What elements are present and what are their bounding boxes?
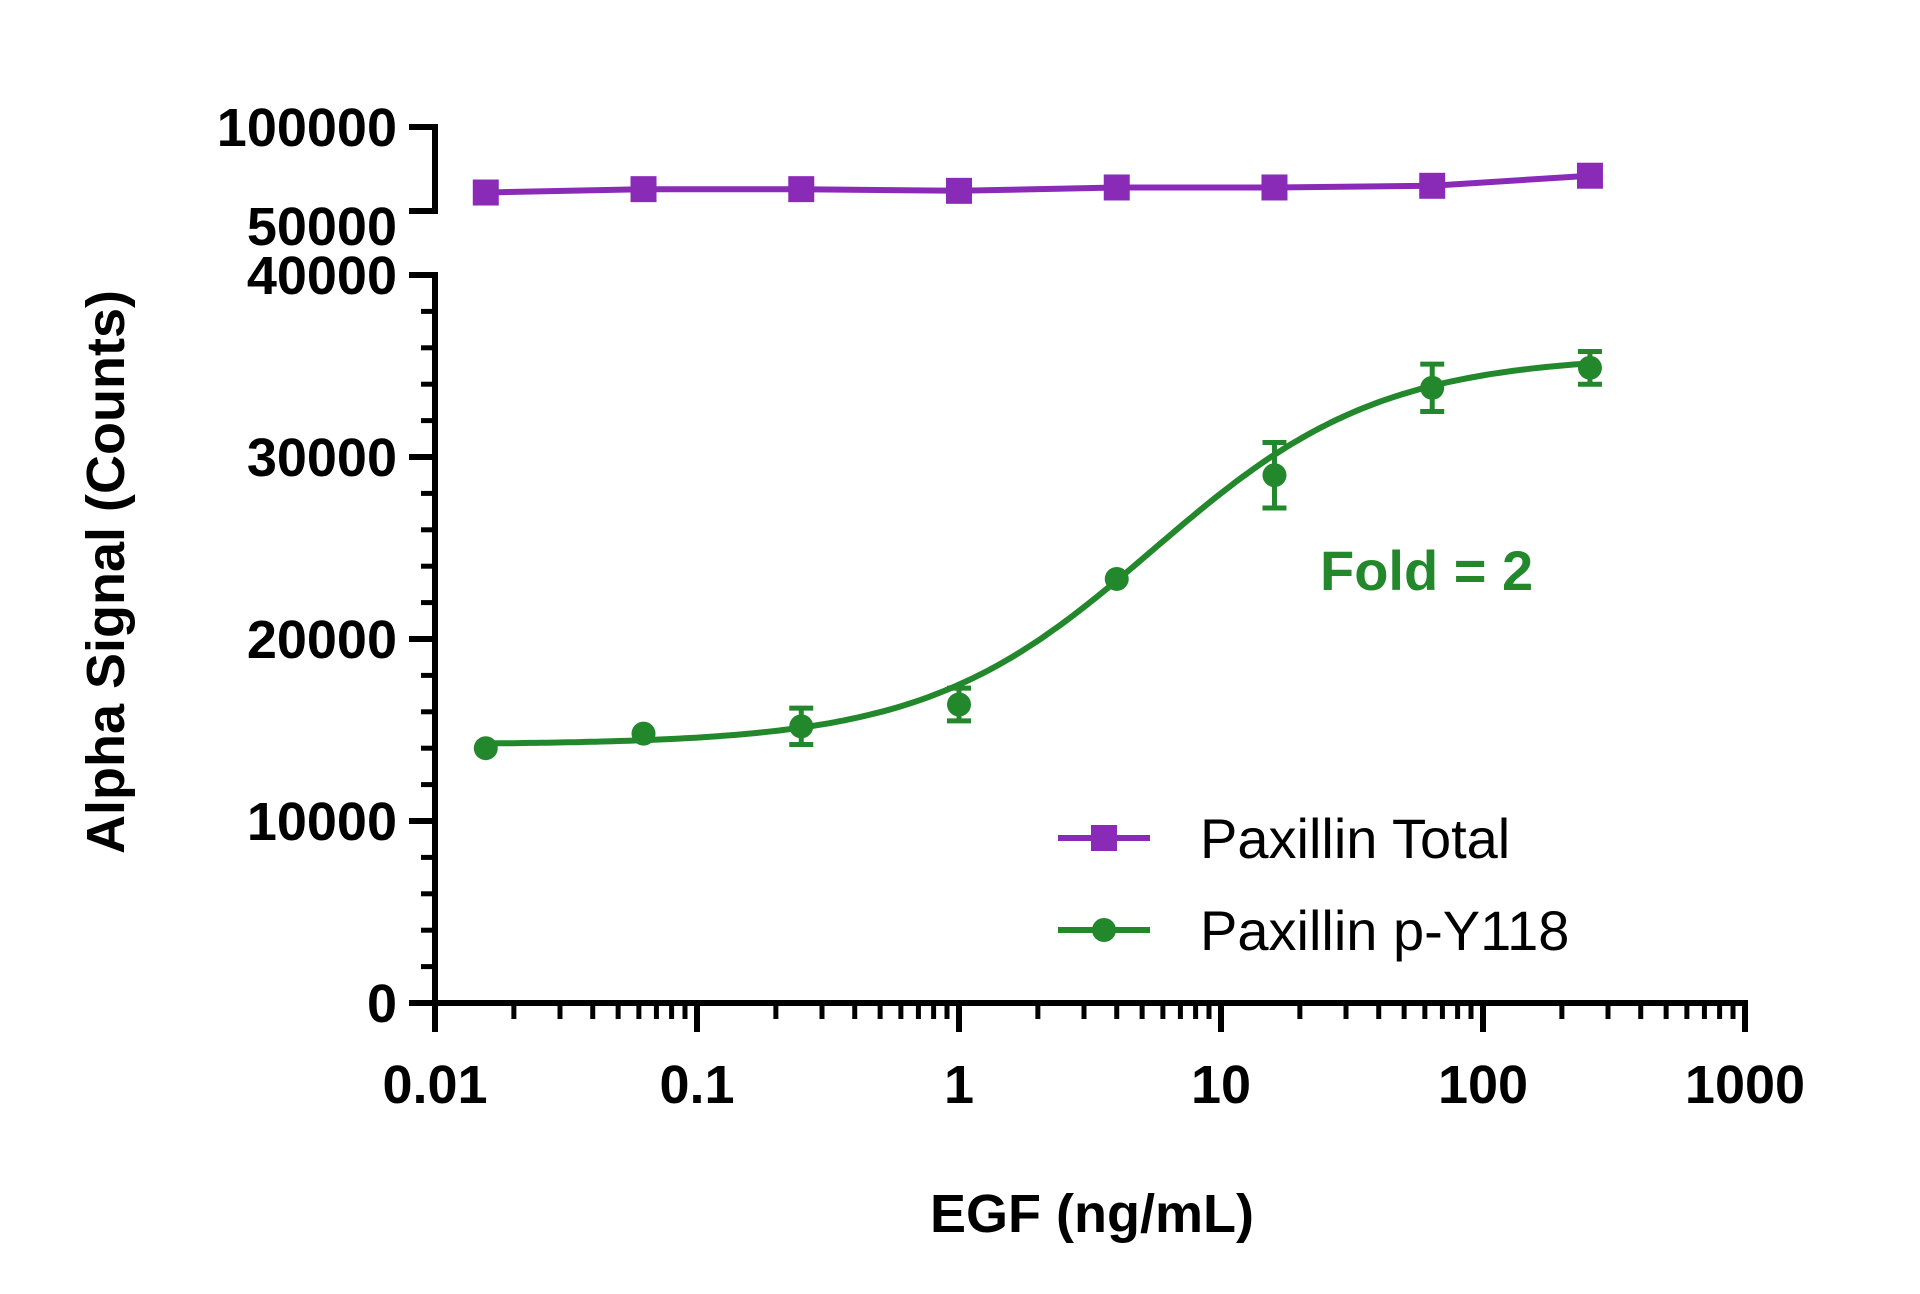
axes: [409, 124, 1748, 1032]
series-paxillin-p-y118: [473, 348, 1602, 761]
y-axis-title: Alpha Signal (Counts): [76, 290, 136, 854]
fold-annotation: Fold = 2: [1320, 539, 1533, 602]
legend-label: Paxillin p-Y118: [1200, 899, 1569, 962]
data-point: [1103, 174, 1130, 201]
series-line: [485, 172, 1591, 196]
y-tick-label: 30000: [247, 428, 397, 488]
y-tick-label: 100000: [217, 98, 397, 158]
data-point: [473, 736, 498, 761]
x-tick-label: 10: [1191, 1055, 1251, 1115]
x-tick-label: 0.01: [382, 1055, 487, 1115]
data-point: [1104, 566, 1129, 591]
x-tick-label: 1: [944, 1055, 974, 1115]
data-point: [1419, 172, 1446, 199]
series-layer: [472, 162, 1603, 761]
data-point: [1420, 375, 1445, 400]
data-point: [1576, 162, 1603, 189]
data-point: [946, 177, 972, 204]
x-tick-labels: 0.01 0.1 1 10 100 1000: [382, 1055, 1805, 1115]
x-tick-label: 0.1: [659, 1055, 734, 1115]
data-point: [631, 721, 656, 746]
y-tick-label: 50000: [247, 197, 397, 257]
x-axis-title: EGF (ng/mL): [930, 1184, 1254, 1244]
y-tick-label: 20000: [247, 610, 397, 670]
y-tick-label: 0: [367, 974, 397, 1034]
fit-curve: [485, 360, 1591, 747]
legend-item: Paxillin Total: [1058, 807, 1510, 870]
y-tick-label: 40000: [247, 246, 397, 306]
data-point: [472, 179, 499, 206]
legend-label: Paxillin Total: [1200, 807, 1510, 870]
data-point: [789, 714, 814, 739]
data-point: [1262, 463, 1287, 488]
x-tick-label: 1000: [1685, 1055, 1805, 1115]
data-point: [947, 692, 971, 717]
y-tick-label: 10000: [247, 792, 397, 852]
data-point: [1261, 174, 1288, 201]
data-point: [1577, 355, 1602, 380]
legend-marker: [1091, 825, 1117, 851]
x-tick-label: 100: [1438, 1055, 1528, 1115]
legend-marker: [1092, 918, 1116, 942]
series-paxillin-total: [472, 162, 1603, 206]
data-point: [630, 176, 657, 203]
data-point: [788, 176, 815, 203]
legend-item: Paxillin p-Y118: [1058, 899, 1569, 962]
legend: Paxillin Total Paxillin p-Y118: [1058, 807, 1569, 962]
